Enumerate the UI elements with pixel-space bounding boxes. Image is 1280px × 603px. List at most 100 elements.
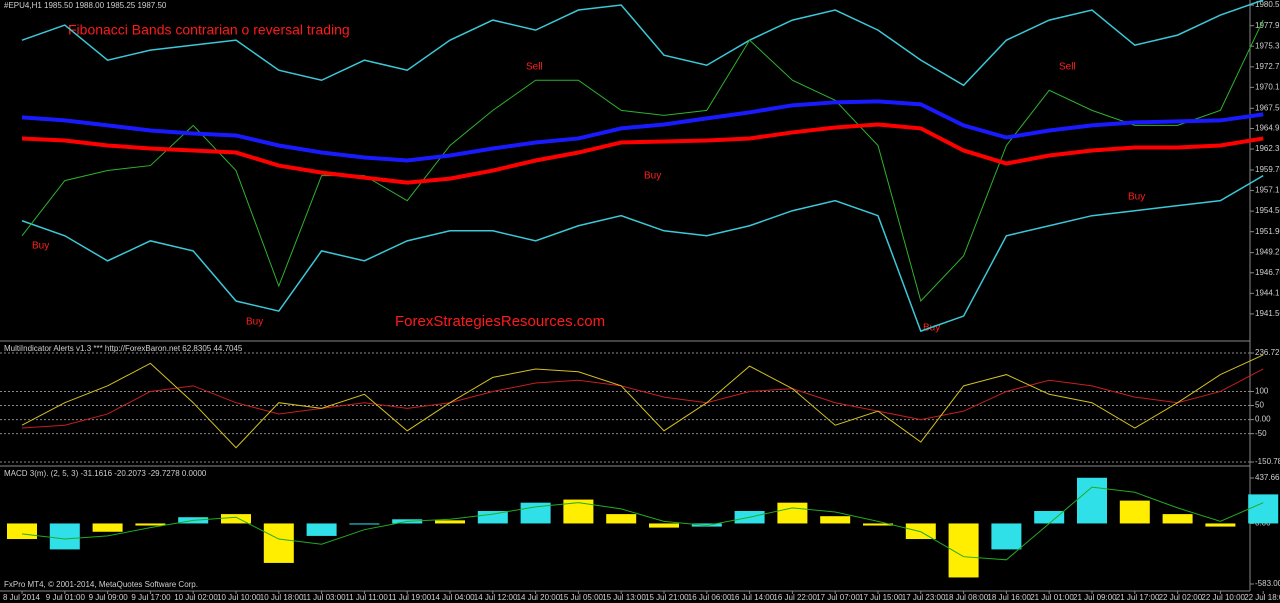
histogram-bar bbox=[435, 520, 465, 524]
y-tick-label: 1951.90 bbox=[1255, 227, 1280, 236]
x-tick-label: 11 Jul 11:00 bbox=[345, 593, 388, 602]
histogram-bar bbox=[691, 523, 722, 527]
y-tick-label: 1964.95 bbox=[1255, 124, 1280, 133]
histogram-bar bbox=[1077, 477, 1107, 524]
histogram-bar bbox=[991, 523, 1022, 550]
x-tick-label: 11 Jul 03:00 bbox=[303, 593, 347, 602]
histogram-bar bbox=[649, 523, 679, 528]
x-tick-label: 10 Jul 10:00 bbox=[217, 593, 261, 602]
y-tick-label: 1944.1 bbox=[1255, 288, 1280, 297]
x-tick-label: 16 Jul 06:00 bbox=[688, 593, 732, 602]
annotation: Buy bbox=[644, 171, 661, 182]
histogram-bar bbox=[477, 510, 508, 524]
x-tick-label: 15 Jul 13:00 bbox=[602, 593, 646, 602]
x-tick-label: 16 Jul 14:00 bbox=[731, 593, 775, 602]
histogram-bar bbox=[349, 523, 380, 525]
y-tick-label: 1972.75 bbox=[1255, 62, 1280, 71]
annotation: Sell bbox=[526, 62, 543, 73]
series-line bbox=[21, 486, 1264, 561]
series-line bbox=[21, 354, 1264, 449]
histogram-bar bbox=[1205, 523, 1236, 527]
annotation: Buy bbox=[1128, 192, 1145, 203]
series-line bbox=[21, 368, 1264, 429]
x-tick-label: 17 Jul 23:00 bbox=[902, 593, 946, 602]
x-tick-label: 16 Jul 22:00 bbox=[773, 593, 817, 602]
y-tick-label: -583.001 bbox=[1255, 579, 1280, 588]
y-tick-label: 1954.50 bbox=[1255, 206, 1280, 215]
histogram-bar bbox=[92, 523, 123, 532]
macd-header: MACD 3(m). (2, 5, 3) -31.1616 -20.2073 -… bbox=[4, 469, 207, 478]
annotation: Buy bbox=[246, 317, 263, 328]
histogram-bar bbox=[563, 499, 594, 524]
x-tick-label: 18 Jul 08:00 bbox=[945, 593, 989, 602]
series-line bbox=[21, 0, 1264, 87]
y-tick-label: 100 bbox=[1255, 387, 1269, 396]
series-line bbox=[21, 122, 1264, 185]
histogram-bar bbox=[7, 523, 37, 540]
x-tick-label: 10 Jul 02:00 bbox=[174, 593, 218, 602]
y-tick-label: 1975.35 bbox=[1255, 41, 1280, 50]
x-tick-label: 9 Jul 01:00 bbox=[46, 593, 86, 602]
y-tick-label: 1970.15 bbox=[1255, 82, 1280, 91]
x-tick-label: 18 Jul 16:00 bbox=[987, 593, 1031, 602]
watermark: ForexStrategiesResources.com bbox=[395, 313, 605, 330]
annotation: Sell bbox=[1059, 62, 1076, 73]
y-tick-label: 1946.70 bbox=[1255, 268, 1280, 277]
x-tick-label: 9 Jul 17:00 bbox=[131, 593, 171, 602]
series-line bbox=[21, 99, 1264, 163]
y-tick-label: 236.7263 bbox=[1255, 348, 1280, 357]
x-tick-label: 17 Jul 15:00 bbox=[859, 593, 903, 602]
x-tick-label: 21 Jul 17:00 bbox=[1116, 593, 1160, 602]
y-tick-label: 1977.95 bbox=[1255, 21, 1280, 30]
histogram-bar bbox=[306, 523, 337, 536]
histogram-bar bbox=[1119, 500, 1150, 524]
x-tick-label: 22 Jul 02:00 bbox=[1159, 593, 1203, 602]
y-tick-label: 1980.55 bbox=[1255, 0, 1280, 9]
histogram-bar bbox=[905, 523, 936, 540]
x-tick-label: 15 Jul 05:00 bbox=[559, 593, 603, 602]
annotation: Buy bbox=[32, 241, 49, 252]
y-tick-label: 1967.50 bbox=[1255, 103, 1280, 112]
y-tick-label: -50 bbox=[1255, 429, 1267, 438]
y-tick-label: 0.00 bbox=[1255, 415, 1271, 424]
x-tick-label: 9 Jul 09:00 bbox=[89, 593, 129, 602]
histogram-bar bbox=[777, 502, 808, 524]
series-line bbox=[21, 19, 1264, 303]
histogram-bar bbox=[606, 514, 637, 524]
x-tick-label: 14 Jul 20:00 bbox=[517, 593, 561, 602]
series-line bbox=[21, 174, 1264, 333]
x-tick-label: 17 Jul 07:00 bbox=[816, 593, 860, 602]
histogram-bar bbox=[1034, 510, 1065, 524]
chart-title: Fibonacci Bands contrarian o reversal tr… bbox=[68, 22, 350, 38]
y-tick-label: 437.6638 bbox=[1255, 473, 1280, 482]
x-tick-label: 22 Jul 10:00 bbox=[1201, 593, 1245, 602]
x-tick-label: 11 Jul 19:00 bbox=[388, 593, 432, 602]
histogram-bar bbox=[263, 523, 294, 563]
x-tick-label: 21 Jul 01:00 bbox=[1030, 593, 1074, 602]
y-tick-label: 1962.35 bbox=[1255, 144, 1280, 153]
histogram-bar bbox=[1162, 514, 1193, 524]
y-tick-label: 1959.70 bbox=[1255, 165, 1280, 174]
x-tick-label: 22 Jul 18:00 bbox=[1244, 593, 1280, 602]
y-tick-label: 1949.25 bbox=[1255, 248, 1280, 257]
indicator-header: MultiIndicator Alerts v1.3 *** http://Fo… bbox=[4, 344, 243, 353]
x-tick-label: 14 Jul 12:00 bbox=[474, 593, 518, 602]
x-tick-label: 14 Jul 04:00 bbox=[431, 593, 475, 602]
annotation: Buy bbox=[923, 323, 940, 334]
x-tick-label: 15 Jul 21:00 bbox=[645, 593, 689, 602]
y-tick-label: 1957.1 bbox=[1255, 186, 1280, 195]
symbol-header: #EPU4,H1 1985.50 1988.00 1985.25 1987.50 bbox=[4, 1, 167, 10]
histogram-bar bbox=[221, 514, 251, 524]
footer: FxPro MT4, © 2001-2014, MetaQuotes Softw… bbox=[4, 580, 198, 589]
histogram-bar bbox=[135, 523, 166, 526]
histogram-bar bbox=[49, 523, 80, 550]
histogram-bar bbox=[863, 523, 893, 526]
x-tick-label: 10 Jul 18:00 bbox=[260, 593, 304, 602]
histogram-bar bbox=[1248, 494, 1279, 524]
histogram-bar bbox=[820, 516, 851, 524]
x-tick-label: 21 Jul 09:00 bbox=[1073, 593, 1117, 602]
y-tick-label: 1941.50 bbox=[1255, 309, 1280, 318]
y-tick-label: -150.789 bbox=[1255, 457, 1280, 466]
